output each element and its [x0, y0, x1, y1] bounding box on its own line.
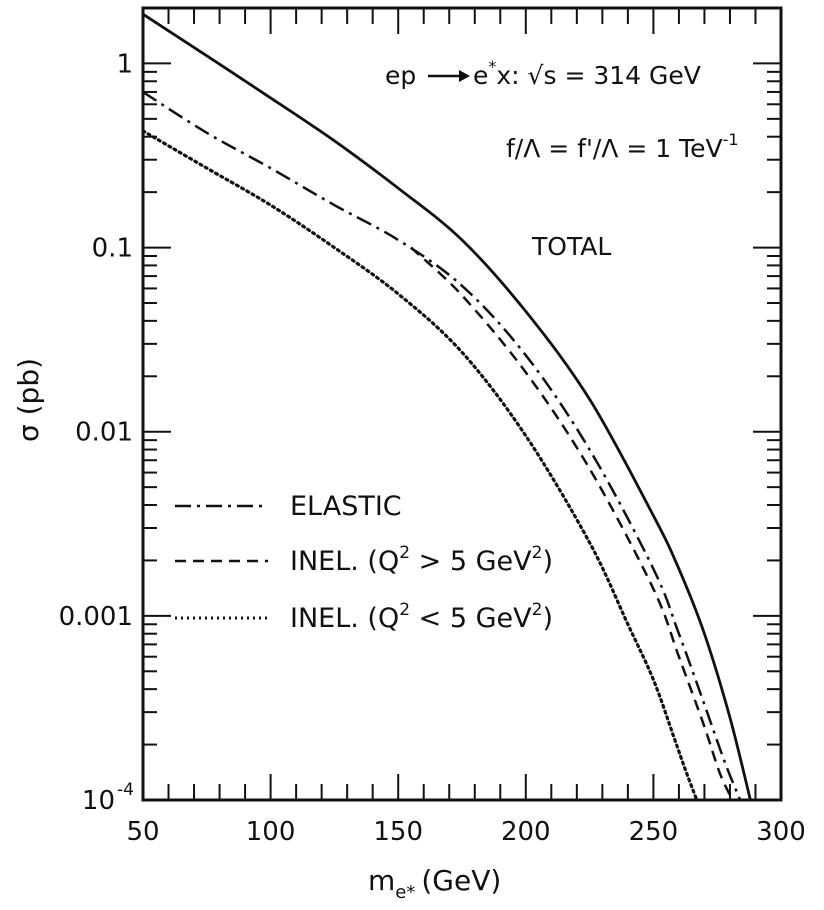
- process-annotation-final-main: e: [473, 61, 488, 90]
- x-tick-label: 300: [756, 817, 806, 847]
- legend-label-inel-high-sup: 2: [399, 543, 410, 563]
- y-tick-label: 0.01: [75, 418, 133, 448]
- process-annotation-final: e*x: √s = 314 GeV: [473, 57, 701, 90]
- plot-frame: [141, 6, 783, 802]
- x-tick-label: 100: [246, 817, 296, 847]
- x-axis-title-unit: (GeV): [421, 864, 501, 897]
- couplings-annotation-sup: -1: [723, 130, 739, 149]
- y-tick-label-exponent: -4: [117, 780, 134, 800]
- legend-label-inel-high: INEL. (Q2 > 5 GeV2): [290, 543, 553, 577]
- x-tick-label: 200: [501, 817, 551, 847]
- x-axis-title-main: m: [368, 864, 395, 897]
- arrow-icon: [428, 70, 470, 82]
- legend-label-inel-low-sup: 2: [399, 600, 410, 620]
- process-annotation-tail: x: √s = 314 GeV: [496, 61, 700, 90]
- series-line-dashdot: [142, 90, 742, 801]
- couplings-annotation: f/Λ = f'/Λ = 1 TeV-1: [506, 130, 739, 163]
- x-axis-title-subscript: e*: [395, 882, 415, 903]
- process-annotation-sup: *: [488, 57, 496, 76]
- x-tick-label: 150: [373, 817, 423, 847]
- y-tick-label-base: 10: [82, 786, 115, 816]
- legend-label-inel-low-a: INEL. (Q: [290, 603, 399, 634]
- legend-label-inel-low-b: < 5 GeV: [410, 603, 532, 634]
- legend-label-inel-low-sup2: 2: [532, 600, 543, 620]
- legend-label-inel-high-c: ): [542, 546, 553, 577]
- process-annotation: ep: [385, 61, 416, 90]
- series-line-solid: [142, 13, 752, 801]
- y-tick-label: 10: [82, 786, 115, 816]
- y-tick-label: 0.1: [92, 234, 133, 264]
- data-curves: [141, 13, 752, 802]
- x-tick-label: 250: [629, 817, 679, 847]
- x-tick-label: 50: [126, 817, 159, 847]
- legend-label-inel-high-sup2: 2: [532, 543, 543, 563]
- y-tick-label: 0.001: [59, 602, 133, 632]
- y-tick-label: 1: [116, 49, 133, 79]
- couplings-annotation-main: f/Λ = f'/Λ = 1 TeV: [506, 134, 723, 163]
- series-line-dashed: [410, 246, 734, 801]
- legend-label-inel-low-c: ): [542, 603, 553, 634]
- total-curve-label: TOTAL: [531, 232, 611, 261]
- legend-label-inel-high-a: INEL. (Q: [290, 546, 399, 577]
- legend-label-elastic: ELASTIC: [290, 491, 402, 522]
- series-line-dotted: [141, 129, 699, 802]
- tick-labels: 50 100 150 200 250 300 1 0.1 0.01 0.001 10 -4: [59, 49, 806, 847]
- legend-label-inel-high-b: > 5 GeV: [410, 546, 532, 577]
- tick-marks: [142, 7, 782, 801]
- y-axis-title: σ (pb): [12, 358, 45, 442]
- process-annotation-initial: ep: [385, 61, 416, 90]
- legend: ELASTIC INEL. (Q2 > 5 GeV2) INEL. (Q2 < …: [175, 491, 553, 634]
- legend-label-inel-low: INEL. (Q2 < 5 GeV2): [290, 600, 553, 634]
- x-axis-title: me* (GeV): [368, 864, 501, 903]
